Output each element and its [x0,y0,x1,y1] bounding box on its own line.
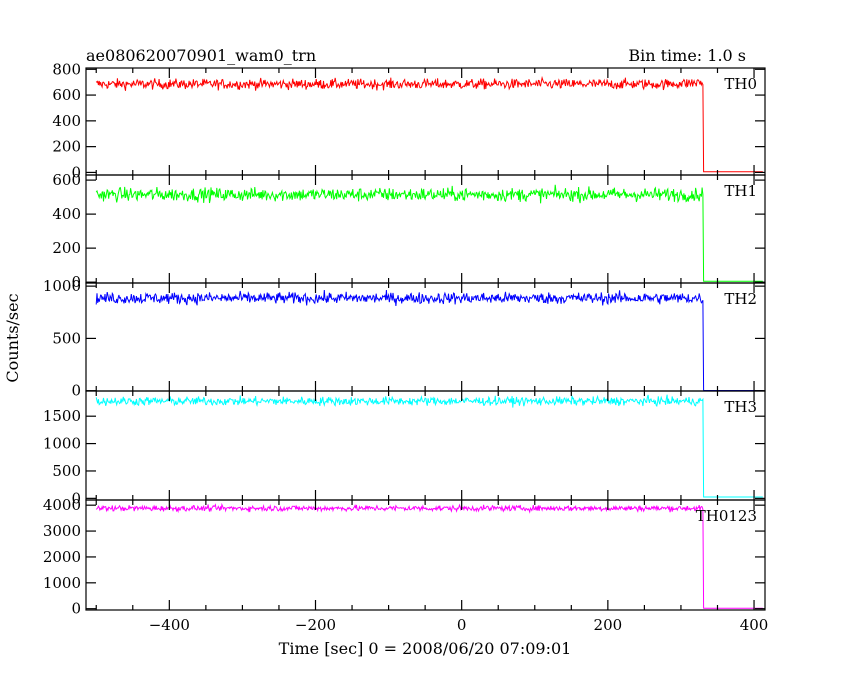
bin-time-label: Bin time: 1.0 s [628,46,746,65]
panel-label-th0: TH0 [724,75,757,93]
series-line-th3 [95,394,763,498]
y-tick-label: 500 [52,329,81,347]
y-tick-label: 2000 [43,548,81,566]
panels-group: 0 200 400 600 800 TH0 0 200 400 600 TH1 0 500 1000 TH2… [43,60,769,634]
panel-label-th2: TH2 [724,290,757,308]
y-tick-label: 1000 [43,435,81,453]
x-tick-label: −200 [295,616,336,634]
y-tick-label: 200 [52,138,81,156]
y-tick-label: 200 [52,239,81,257]
y-tick-label: 800 [52,60,81,78]
panel-label-th1: TH1 [724,182,757,200]
panel-frame [85,390,766,501]
series-line-th1 [95,184,763,282]
y-tick-label: 0 [71,163,81,181]
y-tick-label: 0 [71,273,81,291]
y-tick-label: 3000 [43,522,81,540]
x-axis-label: Time [sec] 0 = 2008/06/20 07:09:01 [279,639,572,658]
y-tick-label: 0 [71,600,81,618]
panel-label-th0123: TH0123 [696,507,757,525]
series-line-th0123 [95,502,763,609]
panel-label-th3: TH3 [724,398,757,416]
y-tick-label: 0 [71,382,81,400]
x-tick-label: −400 [149,616,190,634]
y-axis-label: Counts/sec [3,293,22,382]
y-tick-label: 400 [52,205,81,223]
x-tick-label: 400 [740,616,769,634]
x-tick-label: 200 [594,616,623,634]
y-tick-label: 500 [52,462,81,480]
y-tick-label: 4000 [43,496,81,514]
y-tick-label: 1000 [43,277,81,295]
chart-title: ae080620070901_wam0_trn [86,46,316,65]
y-tick-label: 600 [52,171,81,189]
series-line-th2 [95,289,763,391]
panel-frame [85,174,766,284]
series-line-th0 [95,75,763,173]
x-tick-label: 0 [457,616,467,634]
panel-frame [85,499,766,611]
y-tick-label: 0 [71,489,81,507]
y-tick-label: 1000 [43,574,81,592]
y-tick-label: 600 [52,86,81,104]
y-tick-label: 400 [52,112,81,130]
y-tick-label: 1500 [43,407,81,425]
